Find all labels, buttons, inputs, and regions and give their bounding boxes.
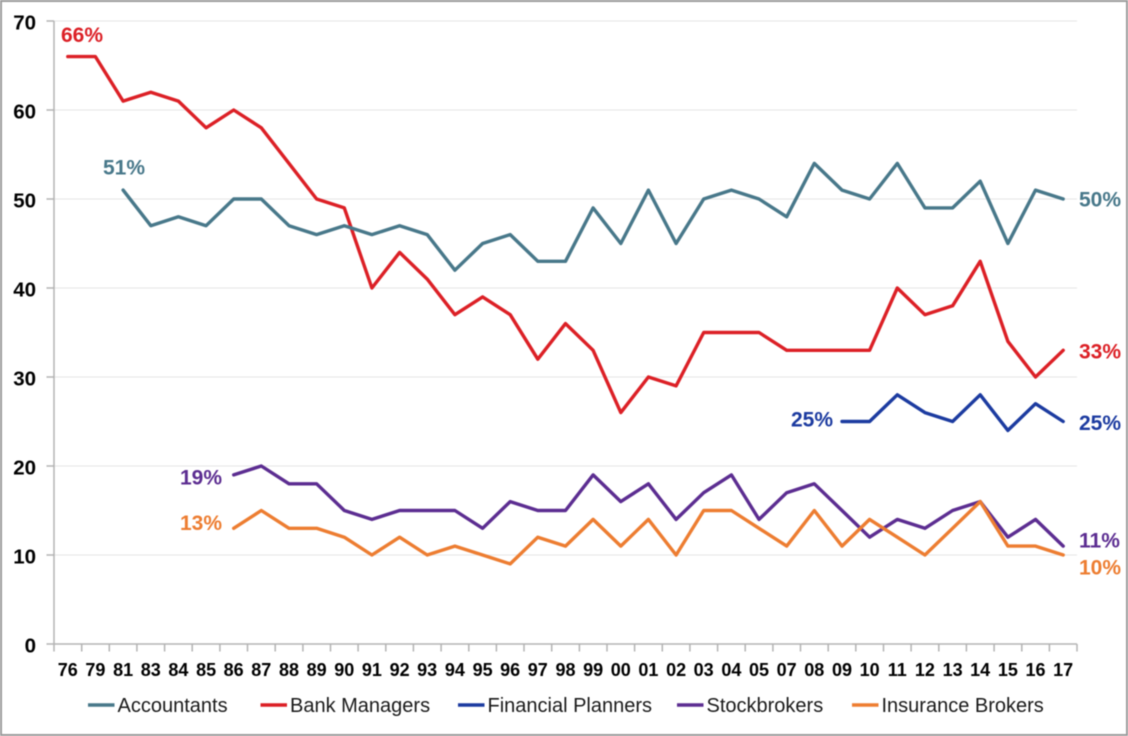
svg-text:92: 92 <box>390 660 410 680</box>
svg-text:91: 91 <box>362 660 382 680</box>
svg-text:11: 11 <box>888 660 907 680</box>
svg-text:81: 81 <box>113 660 133 680</box>
svg-text:86: 86 <box>224 660 244 680</box>
svg-text:96: 96 <box>500 660 520 680</box>
svg-text:0: 0 <box>25 635 36 658</box>
svg-text:25%: 25% <box>791 409 833 432</box>
svg-text:94: 94 <box>445 660 465 680</box>
svg-text:79: 79 <box>85 660 105 680</box>
svg-text:90: 90 <box>334 660 354 680</box>
svg-text:07: 07 <box>777 660 797 680</box>
svg-text:03: 03 <box>694 660 714 680</box>
svg-text:70: 70 <box>13 12 36 35</box>
svg-text:10: 10 <box>860 660 880 680</box>
svg-text:33%: 33% <box>1079 341 1121 364</box>
svg-text:04: 04 <box>721 660 741 680</box>
svg-text:15: 15 <box>998 660 1018 680</box>
svg-text:13%: 13% <box>180 512 222 535</box>
svg-text:13: 13 <box>943 660 963 680</box>
svg-text:95: 95 <box>473 660 493 680</box>
svg-text:Financial Planners: Financial Planners <box>488 695 653 717</box>
svg-text:02: 02 <box>666 660 686 680</box>
svg-text:14: 14 <box>970 660 990 680</box>
svg-text:40: 40 <box>13 279 36 302</box>
svg-text:60: 60 <box>13 101 36 124</box>
svg-text:99: 99 <box>583 660 603 680</box>
svg-text:98: 98 <box>555 660 575 680</box>
svg-text:84: 84 <box>168 660 188 680</box>
svg-text:66%: 66% <box>61 24 103 47</box>
svg-text:19%: 19% <box>180 467 222 490</box>
svg-text:05: 05 <box>749 660 769 680</box>
svg-text:76: 76 <box>58 660 78 680</box>
svg-text:10%: 10% <box>1079 557 1121 580</box>
svg-text:Insurance Brokers: Insurance Brokers <box>882 695 1044 717</box>
svg-text:10: 10 <box>13 546 36 569</box>
svg-text:08: 08 <box>804 660 824 680</box>
svg-text:01: 01 <box>638 660 658 680</box>
svg-text:97: 97 <box>528 660 548 680</box>
svg-text:09: 09 <box>832 660 852 680</box>
svg-text:50%: 50% <box>1079 189 1121 212</box>
svg-text:17: 17 <box>1053 660 1073 680</box>
svg-text:83: 83 <box>141 660 161 680</box>
svg-text:87: 87 <box>251 660 271 680</box>
svg-text:12: 12 <box>915 660 935 680</box>
svg-text:30: 30 <box>13 368 36 391</box>
svg-text:Bank Managers: Bank Managers <box>290 695 430 717</box>
svg-text:50: 50 <box>13 190 36 213</box>
svg-text:93: 93 <box>417 660 437 680</box>
svg-text:Accountants: Accountants <box>118 695 228 717</box>
svg-text:00: 00 <box>611 660 631 680</box>
svg-text:11%: 11% <box>1079 530 1120 553</box>
svg-text:25%: 25% <box>1079 412 1121 435</box>
svg-text:20: 20 <box>13 457 36 480</box>
svg-text:51%: 51% <box>103 157 145 180</box>
svg-text:85: 85 <box>196 660 216 680</box>
svg-text:89: 89 <box>307 660 327 680</box>
svg-text:16: 16 <box>1025 660 1045 680</box>
svg-text:Stockbrokers: Stockbrokers <box>707 695 824 717</box>
svg-text:88: 88 <box>279 660 299 680</box>
